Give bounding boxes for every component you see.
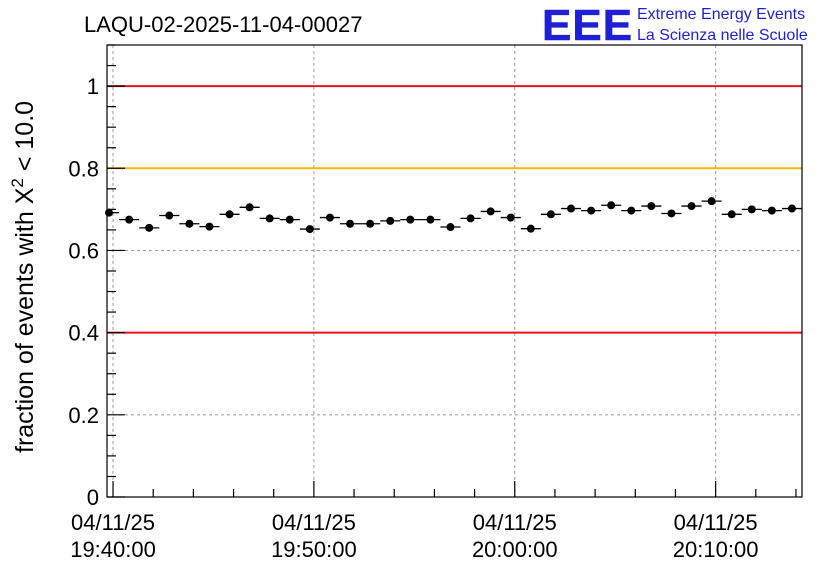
data-marker <box>787 204 796 213</box>
x-tick-label-time: 19:40:00 <box>70 537 156 562</box>
eee-logo-line1: Extreme Energy Events <box>637 6 805 23</box>
data-point <box>661 209 682 218</box>
data-marker <box>125 215 134 224</box>
data-marker <box>185 219 194 228</box>
y-tick-label: 0.2 <box>68 403 99 428</box>
data-marker <box>687 202 696 211</box>
eee-logo-line2: La Scienza nelle Scuole <box>637 27 808 44</box>
data-marker <box>386 216 395 225</box>
data-point <box>199 222 220 231</box>
data-point <box>721 210 742 219</box>
data-point <box>380 216 401 225</box>
data-point <box>641 202 662 211</box>
data-point <box>440 223 461 232</box>
data-marker <box>767 206 776 215</box>
reference-lines <box>107 85 802 334</box>
data-marker <box>567 204 576 213</box>
eee-logo-letters: EEE <box>542 1 633 50</box>
data-marker <box>506 213 515 222</box>
data-point <box>239 203 260 212</box>
data-point <box>480 207 501 216</box>
plot-frame <box>106 44 803 498</box>
data-point <box>360 219 381 228</box>
x-tick-label-time: 20:10:00 <box>673 537 759 562</box>
data-marker <box>587 206 596 215</box>
data-point <box>500 213 521 222</box>
data-marker <box>747 205 756 214</box>
y-axis-label: fraction of events with X2 < 10.0 <box>8 101 39 453</box>
data-marker <box>205 222 214 231</box>
data-point <box>319 213 341 222</box>
data-point <box>340 219 361 228</box>
data-marker <box>145 223 154 232</box>
data-point <box>560 204 582 213</box>
data-point <box>139 223 160 232</box>
axes: 00.20.40.60.8104/11/2519:40:0004/11/2519… <box>68 44 797 562</box>
data-marker <box>546 210 555 219</box>
data-marker <box>667 209 676 218</box>
data-point <box>761 206 782 215</box>
x-tick-label-time: 20:00:00 <box>472 537 558 562</box>
data-marker <box>707 197 716 206</box>
data-marker <box>406 215 415 224</box>
y-tick-label: 0.4 <box>68 321 99 346</box>
data-point <box>520 224 541 233</box>
x-tick-label-date: 04/11/25 <box>473 510 557 535</box>
data-marker <box>165 211 174 220</box>
data-marker <box>265 214 274 223</box>
y-tick-label: 0.6 <box>68 238 99 263</box>
data-point <box>741 205 762 214</box>
data-marker <box>486 207 495 216</box>
x-tick-label-date: 04/11/25 <box>674 510 758 535</box>
data-point <box>299 225 320 234</box>
data-point <box>681 202 702 211</box>
data-marker <box>285 215 294 224</box>
data-point <box>621 206 642 215</box>
data-point <box>460 214 481 223</box>
data-marker <box>325 213 334 222</box>
data-point <box>540 210 561 219</box>
y-tick-label: 1 <box>87 74 99 99</box>
data-marker <box>366 219 375 228</box>
data-point <box>179 219 200 228</box>
data-marker <box>647 202 656 211</box>
eee-logo: EEE Extreme Energy Events La Scienza nel… <box>542 1 808 51</box>
data-point <box>601 201 622 210</box>
x-tick-label-date: 04/11/25 <box>272 510 356 535</box>
data-marker <box>346 219 355 228</box>
data-point <box>701 197 722 206</box>
data-marker <box>727 210 736 219</box>
data-points <box>105 197 802 234</box>
data-marker <box>245 203 254 212</box>
data-point <box>400 215 421 224</box>
data-point <box>279 215 300 224</box>
data-point <box>420 215 441 224</box>
data-point <box>159 211 180 220</box>
data-point <box>219 210 240 219</box>
chart-title: LAQU-02-2025-11-04-00027 <box>84 12 362 37</box>
y-tick-label: 0 <box>87 485 99 510</box>
data-point <box>119 215 140 224</box>
data-marker <box>607 201 616 210</box>
data-point <box>781 204 802 213</box>
data-marker <box>627 206 636 215</box>
data-marker <box>526 224 535 233</box>
data-point <box>581 206 602 215</box>
data-marker <box>305 225 314 234</box>
x-tick-label-date: 04/11/25 <box>71 510 155 535</box>
data-marker <box>426 215 435 224</box>
y-tick-label: 0.8 <box>68 156 99 181</box>
data-marker <box>466 214 475 223</box>
data-marker <box>446 223 455 232</box>
data-point <box>259 214 280 223</box>
x-tick-label-time: 19:50:00 <box>271 537 357 562</box>
data-marker <box>225 210 234 219</box>
grid <box>107 45 802 497</box>
